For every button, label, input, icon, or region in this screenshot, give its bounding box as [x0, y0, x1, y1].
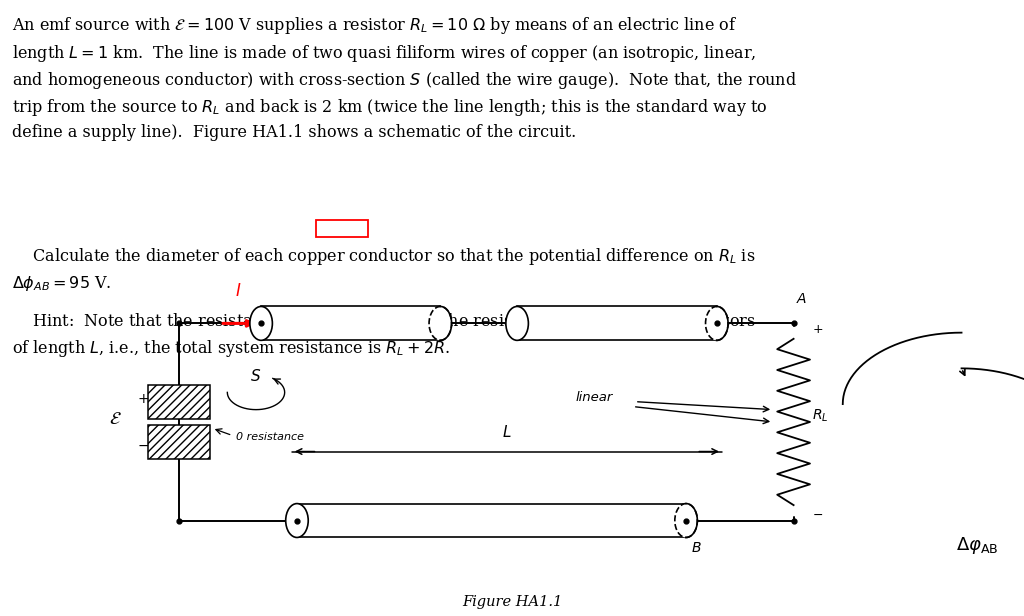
Ellipse shape [706, 307, 728, 340]
Text: Figure HA1.1: Figure HA1.1 [462, 596, 562, 609]
Text: $\mathcal{E}$: $\mathcal{E}$ [110, 410, 122, 428]
Text: $-$: $-$ [137, 438, 150, 452]
Text: A: A [797, 292, 807, 306]
Text: $+$: $+$ [812, 323, 823, 336]
Text: $L$: $L$ [502, 424, 512, 440]
Text: of length $L$, i.e., the total system resistance is $R_L + 2R$.: of length $L$, i.e., the total system re… [12, 338, 451, 359]
Text: $\Delta\varphi_{\mathregular{AB}}$: $\Delta\varphi_{\mathregular{AB}}$ [956, 535, 999, 556]
Ellipse shape [429, 307, 452, 340]
Text: $+$: $+$ [137, 392, 150, 406]
Text: $I$: $I$ [236, 282, 242, 301]
Text: trip from the source to $R_L$ and back is 2 km (twice the line length; this is t: trip from the source to $R_L$ and back i… [12, 97, 768, 118]
Ellipse shape [675, 504, 697, 537]
Text: length $L = 1$ km.  The line is made of two quasi filiform wires of copper (an i: length $L = 1$ km. The line is made of t… [12, 43, 757, 63]
Text: define a supply line).  Figure HA1.1 shows a schematic of the circuit.: define a supply line). Figure HA1.1 show… [12, 124, 577, 141]
Text: B: B [691, 541, 701, 555]
Text: Calculate the diameter of each copper conductor so that the potential difference: Calculate the diameter of each copper co… [12, 246, 756, 267]
Text: linear: linear [575, 391, 612, 404]
Text: $\Delta\phi_{AB} = 95$ V.: $\Delta\phi_{AB} = 95$ V. [12, 274, 112, 293]
Text: An emf source with $\mathcal{E} = 100$ V supplies a resistor $R_L = 10\ \Omega$ : An emf source with $\mathcal{E} = 100$ V… [12, 15, 737, 36]
Text: $-$: $-$ [812, 508, 823, 521]
Ellipse shape [250, 307, 272, 340]
Bar [148, 425, 210, 459]
Bar [297, 504, 686, 537]
Text: and homogeneous conductor) with cross-section $S$ (called the wire gauge).  Note: and homogeneous conductor) with cross-se… [12, 70, 798, 91]
Ellipse shape [506, 307, 528, 340]
Bar [517, 307, 717, 340]
Ellipse shape [286, 504, 308, 537]
Text: 0 resistance: 0 resistance [236, 432, 303, 442]
Text: $R_L$: $R_L$ [812, 408, 828, 424]
Bar [148, 385, 210, 419]
Text: Hint:  Note that the resistance $R_L$ is in series with the resistance $R$ of th: Hint: Note that the resistance $R_L$ is … [12, 311, 756, 331]
Text: $S$: $S$ [251, 368, 261, 384]
Bar [261, 307, 440, 340]
